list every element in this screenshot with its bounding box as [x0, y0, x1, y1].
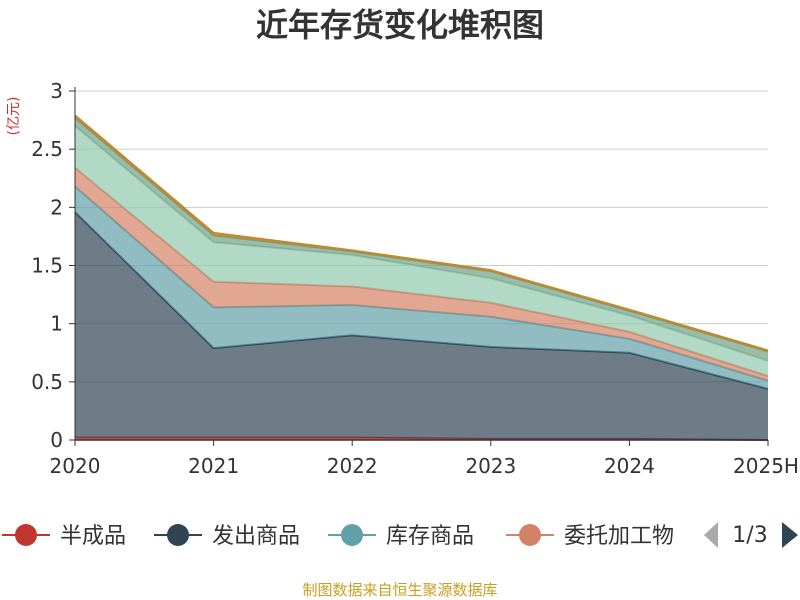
- area-series-2: [75, 186, 768, 389]
- x-tick-label: 2024: [604, 454, 655, 478]
- source-note: 制图数据来自恒生聚源数据库: [302, 581, 497, 599]
- legend-marker: [15, 524, 37, 546]
- x-tick-label: 2022: [327, 454, 378, 478]
- legend-label: 委托加工物: [564, 524, 674, 549]
- legend-page-indicator: 1/3: [732, 523, 767, 548]
- area-series-5: [75, 117, 768, 361]
- legend-label: 发出商品: [212, 524, 300, 549]
- legend-label: 半成品: [60, 524, 126, 549]
- y-tick-label: 1: [50, 312, 63, 336]
- y-axis-unit: (亿元): [6, 97, 22, 136]
- y-tick-label: 2: [50, 195, 63, 219]
- legend-pager: 1/3: [704, 522, 798, 548]
- legend-item[interactable]: 半成品: [2, 524, 126, 549]
- x-tick-label: 2023: [465, 454, 516, 478]
- y-tick-label: 1.5: [31, 254, 63, 278]
- legend-marker: [167, 524, 189, 546]
- y-tick-label: 3: [50, 79, 63, 103]
- area-series-1: [75, 211, 768, 440]
- legend: 半成品 发出商品 库存商品 委托加工物: [2, 524, 674, 549]
- y-tick-label: 2.5: [31, 137, 63, 161]
- legend-item[interactable]: 发出商品: [154, 524, 300, 549]
- legend-marker: [519, 524, 541, 546]
- legend-prev-icon[interactable]: [704, 522, 718, 548]
- area-series: [74, 114, 769, 441]
- axes: 0 0.5 1 1.5 2 2.5 3 2020 2021 2022 2023 2024 2025H: [31, 79, 799, 478]
- series-line-3: [74, 167, 769, 377]
- series-line-6: [74, 114, 769, 352]
- legend-item[interactable]: 库存商品: [328, 524, 474, 549]
- y-tick-label: 0: [50, 428, 63, 452]
- legend-item[interactable]: 委托加工物: [506, 524, 674, 549]
- area-series-4: [75, 125, 768, 377]
- chart-title: 近年存货变化堆积图: [256, 6, 544, 44]
- area-series-3: [75, 167, 768, 381]
- legend-next-icon[interactable]: [782, 522, 798, 548]
- x-tick-label: 2020: [50, 454, 101, 478]
- y-tick-label: 0.5: [31, 370, 63, 394]
- x-tick-label: 2025H: [733, 454, 799, 478]
- legend-marker: [341, 524, 363, 546]
- x-tick-label: 2021: [188, 454, 239, 478]
- legend-label: 库存商品: [386, 524, 474, 549]
